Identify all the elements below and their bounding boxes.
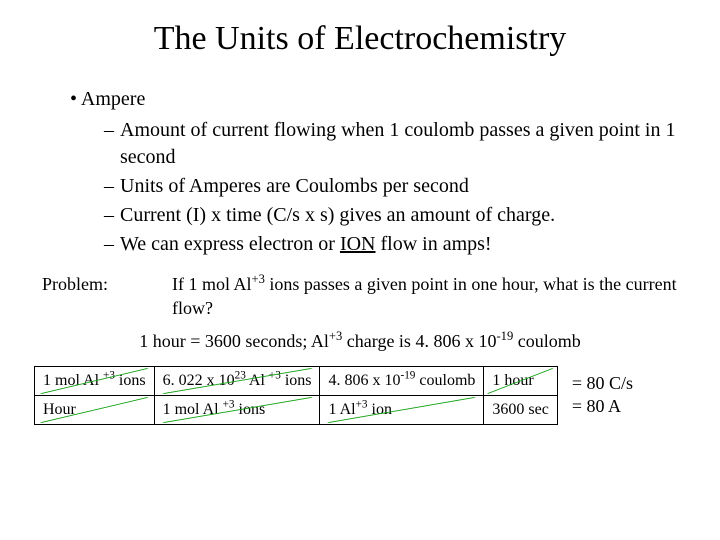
- table-row: Hour 1 mol Al +3 ions 1 Al+3 ion 3600 se…: [35, 395, 558, 424]
- table-cell: 6. 022 x 1023 Al +3 ions: [154, 366, 320, 395]
- strike-icon: [484, 367, 556, 395]
- conv-c: coulomb: [513, 331, 581, 351]
- superscript: -19: [496, 329, 513, 343]
- result-block: = 80 C/s = 80 A: [572, 372, 633, 419]
- problem-label: Problem:: [42, 272, 172, 321]
- table-cell: 1 mol Al +3 ions: [154, 395, 320, 424]
- underlined-word: ION: [340, 233, 376, 255]
- table-cell: 4. 806 x 10-19 coulomb: [320, 366, 484, 395]
- table-cell: 1 hour: [484, 366, 557, 395]
- problem-pre: If 1 mol Al: [172, 274, 252, 294]
- bullet-text: Current (I) x time (C/s x s) gives an am…: [120, 202, 690, 229]
- table-cell: 1 mol Al +3 ions: [35, 366, 155, 395]
- dash-icon: –: [104, 231, 120, 258]
- strike-icon: [320, 396, 483, 424]
- conv-b: charge is 4. 806 x 10: [342, 331, 496, 351]
- strike-icon: [155, 396, 320, 424]
- table-row: 1 mol Al +3 ions 6. 022 x 1023 Al +3 ion…: [35, 366, 558, 395]
- dash-icon: –: [104, 202, 120, 229]
- conversion-line: 1 hour = 3600 seconds; Al+3 charge is 4.…: [30, 331, 690, 352]
- dash-icon: –: [104, 173, 120, 200]
- strike-icon: [35, 367, 154, 395]
- superscript: +3: [329, 329, 342, 343]
- bullet-text: We can express electron or ION flow in a…: [120, 231, 690, 258]
- bullet-l2-wrap: – Amount of current flowing when 1 coulo…: [104, 117, 690, 258]
- problem-text: If 1 mol Al+3 ions passes a given point …: [172, 272, 690, 321]
- slide: The Units of Electrochemistry Ampere – A…: [0, 0, 720, 445]
- dash-icon: –: [104, 117, 120, 171]
- problem-row: Problem: If 1 mol Al+3 ions passes a giv…: [42, 272, 690, 321]
- bullet-l2-item: – We can express electron or ION flow in…: [104, 231, 690, 258]
- bullet-text: Units of Amperes are Coulombs per second: [120, 173, 690, 200]
- bullet-l2-item: – Current (I) x time (C/s x s) gives an …: [104, 202, 690, 229]
- bullet-list: Ampere – Amount of current flowing when …: [70, 86, 690, 258]
- conv-a: 1 hour = 3600 seconds; Al: [139, 331, 329, 351]
- dimensional-analysis-table: 1 mol Al +3 ions 6. 022 x 1023 Al +3 ion…: [34, 366, 558, 425]
- result-line-1: = 80 C/s: [572, 372, 633, 395]
- bullet-l1: Ampere: [70, 86, 690, 113]
- bullet-text: Amount of current flowing when 1 coulomb…: [120, 117, 690, 171]
- table-cell: 3600 sec: [484, 395, 557, 424]
- calculation-row: 1 mol Al +3 ions 6. 022 x 1023 Al +3 ion…: [34, 366, 690, 425]
- superscript: +3: [252, 272, 265, 286]
- strike-icon: [35, 396, 154, 424]
- table-cell: Hour: [35, 395, 155, 424]
- bullet-l2-item: – Units of Amperes are Coulombs per seco…: [104, 173, 690, 200]
- table-cell: 1 Al+3 ion: [320, 395, 484, 424]
- result-line-2: = 80 A: [572, 395, 633, 418]
- bullet-l2-item: – Amount of current flowing when 1 coulo…: [104, 117, 690, 171]
- page-title: The Units of Electrochemistry: [30, 20, 690, 58]
